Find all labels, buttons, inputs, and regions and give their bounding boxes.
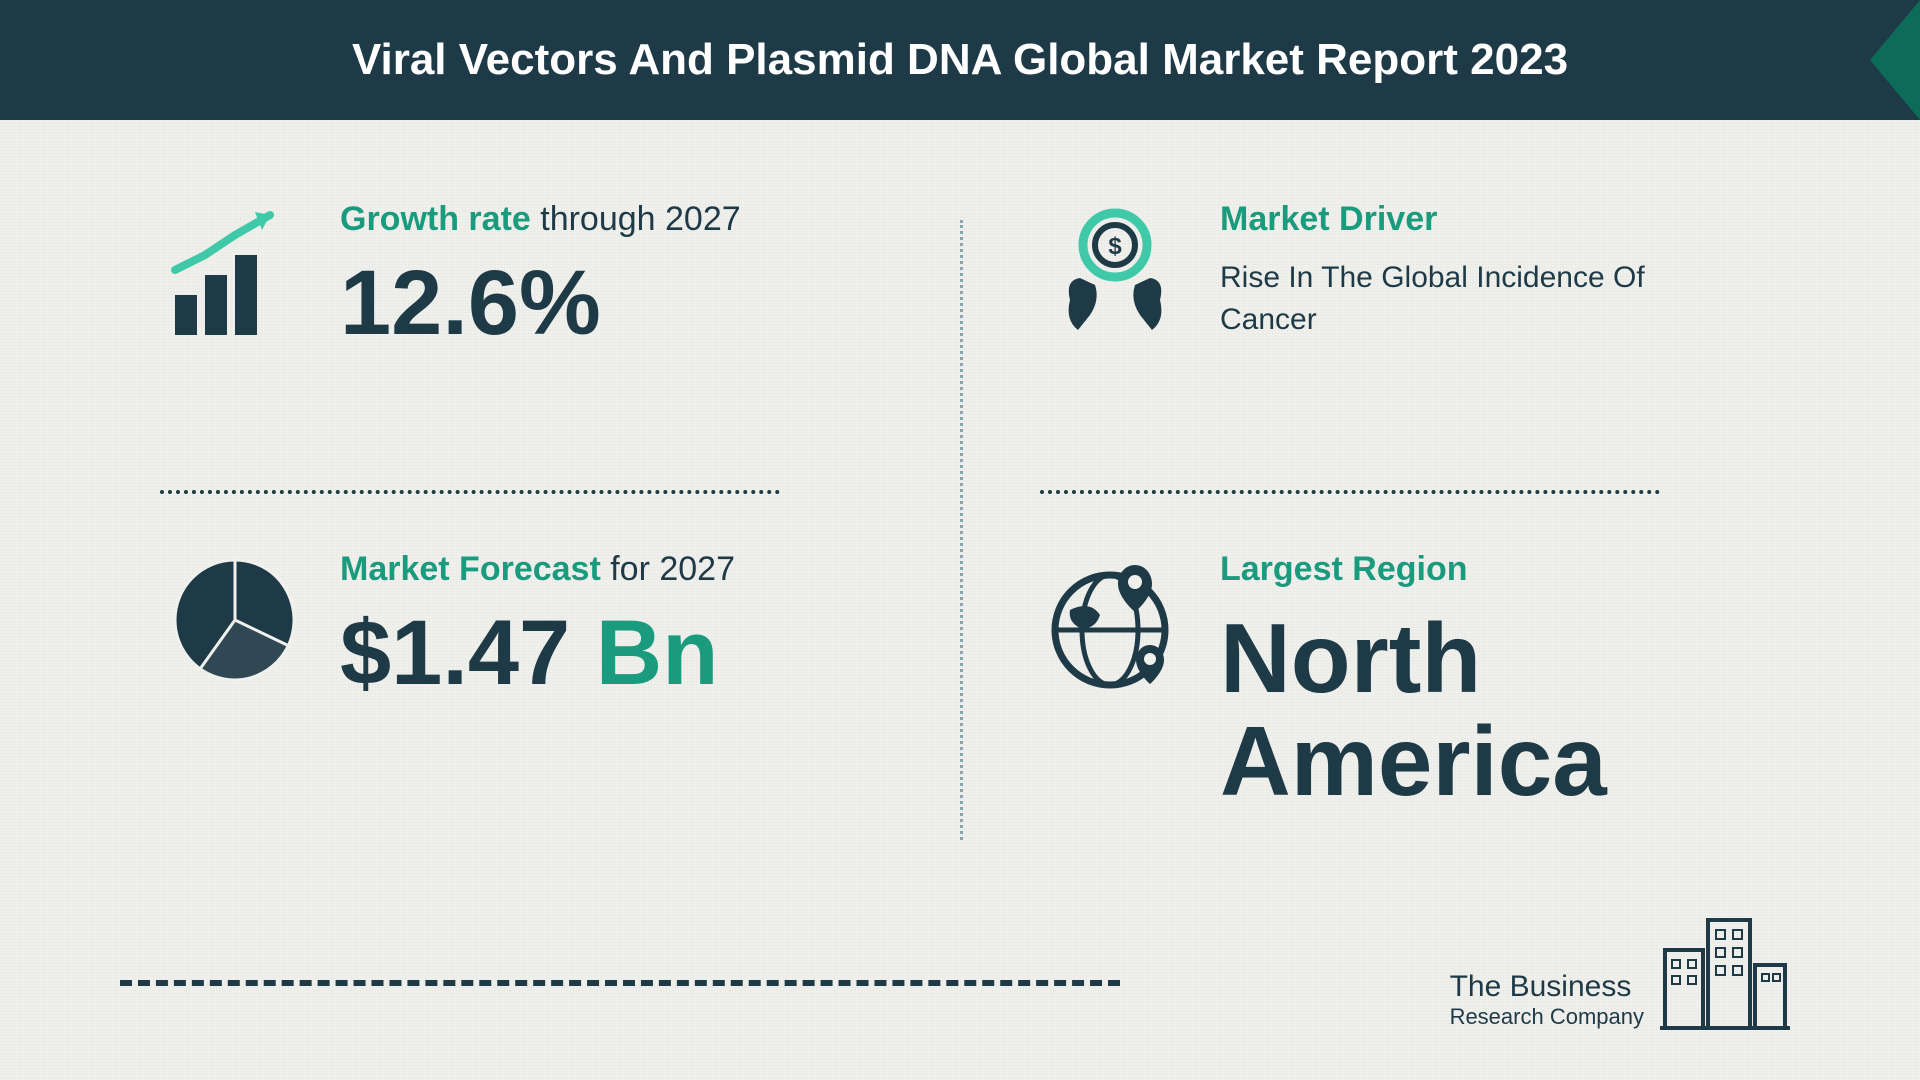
section-largest-region: Largest Region North America — [1040, 550, 1800, 813]
pie-chart-icon — [160, 550, 310, 690]
forecast-label: Market Forecast for 2027 — [340, 550, 920, 589]
region-value: North America — [1220, 607, 1800, 813]
svg-text:$: $ — [1108, 233, 1122, 260]
logo-buildings-icon — [1660, 910, 1790, 1030]
growth-chart-icon — [160, 200, 310, 350]
content-area: Growth rate through 2027 12.6% Market Fo… — [0, 120, 1920, 1080]
section-market-driver: $ Market Driver Rise In The Global Incid… — [1040, 200, 1740, 350]
growth-value: 12.6% — [340, 257, 860, 349]
forecast-label-dark: for 2027 — [601, 550, 735, 588]
section-market-forecast: Market Forecast for 2027 $1.47 Bn — [160, 550, 920, 699]
header-bar: Viral Vectors And Plasmid DNA Global Mar… — [0, 0, 1920, 120]
growth-label: Growth rate through 2027 — [340, 200, 860, 239]
header-arrow-accent — [1870, 0, 1920, 120]
growth-label-teal: Growth rate — [340, 200, 531, 238]
bottom-dashed-line — [120, 980, 1120, 986]
globe-pin-icon — [1040, 550, 1190, 710]
vertical-divider — [960, 220, 963, 840]
forecast-value: $1.47 Bn — [340, 607, 920, 699]
driver-text: Rise In The Global Incidence Of Cancer — [1220, 257, 1740, 341]
logo-text: The Business Research Company — [1450, 970, 1644, 1030]
driver-label: Market Driver — [1220, 200, 1740, 239]
company-logo: The Business Research Company — [1450, 910, 1790, 1030]
logo-line2: Research Company — [1450, 1004, 1644, 1030]
forecast-value-dark: $1.47 — [340, 602, 596, 704]
forecast-value-teal: Bn — [596, 602, 719, 704]
horizontal-divider-right — [1040, 490, 1660, 494]
growth-label-dark: through 2027 — [531, 200, 741, 238]
forecast-label-teal: Market Forecast — [340, 550, 601, 588]
horizontal-divider-left — [160, 490, 780, 494]
region-label: Largest Region — [1220, 550, 1800, 589]
page-title: Viral Vectors And Plasmid DNA Global Mar… — [352, 35, 1568, 85]
hands-coin-icon: $ — [1040, 200, 1190, 350]
logo-line1: The Business — [1450, 970, 1644, 1004]
section-growth-rate: Growth rate through 2027 12.6% — [160, 200, 860, 350]
